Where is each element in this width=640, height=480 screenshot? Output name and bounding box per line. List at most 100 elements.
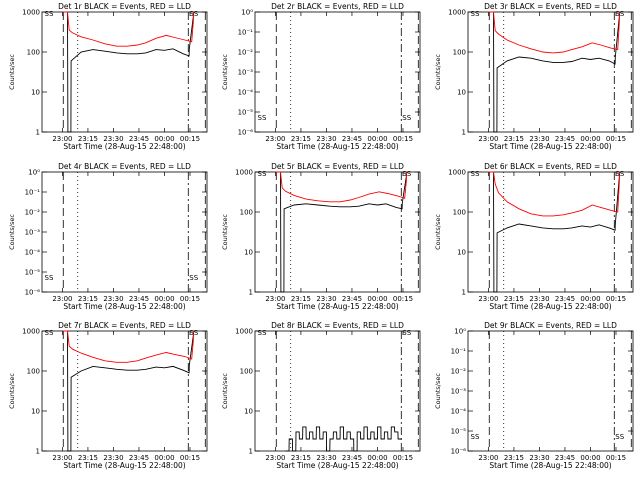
x-tick-label: 23:45 [555, 295, 575, 303]
y-tick-label: 10⁻¹ [25, 189, 41, 197]
x-tick-label: 23:15 [504, 295, 524, 303]
x-tick-label: 00:00 [367, 454, 387, 462]
panel-7: Det 7r BLACK = Events, RED = LLD 1 10 100 10… [8, 321, 208, 470]
y-tick-label: 10⁻⁴ [451, 408, 467, 416]
y-axis-label: Counts/sec [434, 54, 442, 90]
x-axis-label: Start Time (28-Aug-15 22:48:00) [489, 302, 611, 311]
x-tick-label: 23:30 [103, 454, 123, 462]
x-tick-label: 23:15 [291, 295, 311, 303]
x-axis-label: Start Time (28-Aug-15 22:48:00) [63, 461, 185, 470]
y-tick-label: 10⁻⁴ [238, 89, 254, 97]
plot-frame [41, 330, 208, 452]
panel-2: Det 2r BLACK = Events, RED = LLD 10⁰ 10⁻¹ 1… [221, 2, 421, 151]
y-tick-label: 10 [457, 249, 466, 257]
x-axis-label: Start Time (28-Aug-15 22:48:00) [276, 142, 398, 151]
y-tick-label: 10⁻⁵ [238, 109, 254, 117]
x-tick-label: 23:00 [52, 295, 72, 303]
ss-marker: SS [402, 170, 411, 178]
x-tick-label: 00:00 [367, 295, 387, 303]
y-tick-label: 10⁻³ [25, 229, 41, 237]
y-tick-label: 10 [31, 89, 40, 97]
x-tick-label: 00:00 [154, 135, 174, 143]
y-tick-label: 10⁻² [238, 49, 254, 57]
lld-series-line [275, 171, 408, 203]
y-tick-label: 1000 [235, 169, 253, 177]
y-tick-label: 10⁻¹ [238, 29, 254, 37]
x-tick-label: 00:15 [606, 135, 626, 143]
panel-title: Det 9r BLACK = Events, RED = LLD [484, 321, 617, 330]
y-tick-label: 1000 [448, 169, 466, 177]
panel-title: Det 5r BLACK = Events, RED = LLD [271, 162, 404, 171]
y-tick-label: 100 [240, 368, 253, 376]
ss-marker: SS [189, 274, 198, 282]
events-series-line [488, 11, 621, 133]
panel-3: Det 3r BLACK = Events, RED = LLD 1 10 100 10… [434, 2, 634, 151]
x-tick-label: 23:15 [504, 454, 524, 462]
x-tick-label: 23:45 [129, 295, 149, 303]
panel-5: Det 5r BLACK = Events, RED = LLD 1 10 100 10… [221, 162, 421, 311]
x-tick-label: 00:00 [580, 454, 600, 462]
y-tick-label: 10⁻¹ [451, 348, 467, 356]
plot-frame [254, 330, 421, 452]
ss-marker: SS [615, 10, 624, 18]
y-tick-label: 1 [462, 289, 466, 297]
lld-series-line [488, 11, 621, 54]
y-tick-label: 1 [462, 129, 466, 137]
ss-marker: SS [471, 170, 480, 178]
y-tick-label: 10⁻⁶ [451, 448, 467, 456]
panel-8: Det 8r BLACK = Events, RED = LLD 1 10 100 10… [221, 321, 421, 470]
plot-frame [41, 171, 208, 293]
panel-title: Det 3r BLACK = Events, RED = LLD [484, 2, 617, 11]
x-tick-label: 23:15 [504, 135, 524, 143]
x-tick-label: 23:00 [478, 135, 498, 143]
x-tick-label: 23:45 [555, 454, 575, 462]
y-tick-label: 1000 [448, 9, 466, 17]
y-tick-label: 1 [36, 448, 40, 456]
panel-4: Det 4r BLACK = Events, RED = LLD 10⁰ 10⁻¹ 1… [8, 162, 208, 311]
ss-marker: SS [45, 329, 54, 337]
y-tick-label: 100 [453, 209, 466, 217]
x-axis-label: Start Time (28-Aug-15 22:48:00) [489, 461, 611, 470]
plot-frame [254, 11, 421, 133]
events-series-line [285, 426, 402, 452]
y-tick-label: 100 [27, 368, 40, 376]
y-tick-label: 10 [31, 408, 40, 416]
panel-title: Det 7r BLACK = Events, RED = LLD [58, 321, 191, 330]
ss-marker: SS [45, 274, 54, 282]
x-tick-label: 00:15 [180, 135, 200, 143]
x-tick-label: 00:15 [393, 454, 413, 462]
y-tick-label: 10⁻⁵ [25, 269, 41, 277]
ss-marker: SS [471, 10, 480, 18]
x-tick-label: 23:30 [529, 135, 549, 143]
y-axis-label: Counts/sec [221, 373, 229, 409]
x-tick-label: 23:30 [103, 295, 123, 303]
x-tick-label: 23:45 [342, 295, 362, 303]
panel-title: Det 6r BLACK = Events, RED = LLD [484, 162, 617, 171]
x-axis-label: Start Time (28-Aug-15 22:48:00) [489, 142, 611, 151]
x-tick-label: 23:30 [529, 295, 549, 303]
events-series-line [488, 171, 621, 293]
y-tick-label: 100 [453, 49, 466, 57]
y-tick-label: 10⁻³ [451, 388, 467, 396]
ss-marker: SS [189, 329, 198, 337]
y-tick-label: 1 [249, 289, 253, 297]
y-tick-label: 10⁰ [241, 9, 253, 17]
x-tick-label: 00:00 [154, 454, 174, 462]
x-tick-label: 00:15 [180, 295, 200, 303]
y-tick-label: 1 [249, 448, 253, 456]
ss-marker: SS [258, 329, 267, 337]
x-tick-label: 23:15 [78, 135, 98, 143]
ss-marker: SS [45, 10, 54, 18]
x-tick-label: 00:00 [580, 295, 600, 303]
x-tick-label: 23:45 [342, 135, 362, 143]
events-series-line [62, 330, 195, 452]
plot-frame [467, 330, 634, 452]
x-tick-label: 23:15 [78, 454, 98, 462]
plot-frame [41, 11, 208, 133]
x-tick-label: 23:30 [103, 135, 123, 143]
y-tick-label: 10 [244, 249, 253, 257]
x-tick-label: 23:00 [265, 454, 285, 462]
y-tick-label: 1000 [22, 9, 40, 17]
x-tick-label: 00:00 [367, 135, 387, 143]
x-tick-label: 23:00 [52, 135, 72, 143]
